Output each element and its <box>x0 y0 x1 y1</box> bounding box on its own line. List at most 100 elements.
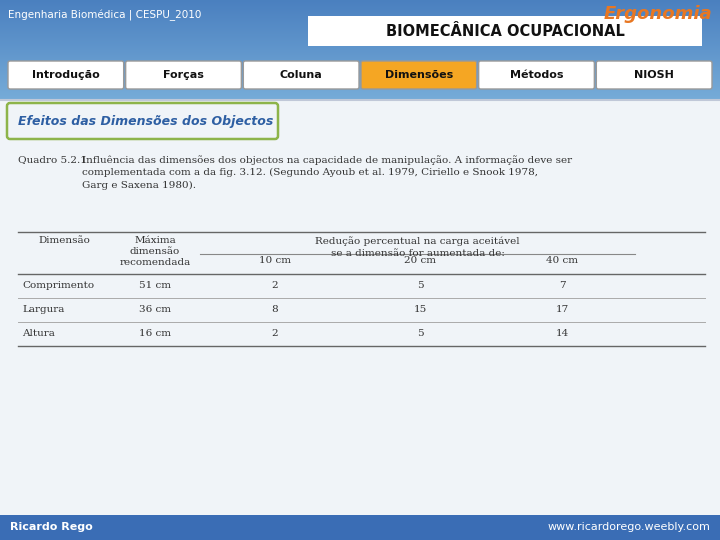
Bar <box>0 96 720 97</box>
Bar <box>0 91 720 92</box>
Bar <box>0 9 720 10</box>
Bar <box>0 17 720 18</box>
Text: Ergonomia: Ergonomia <box>603 5 712 23</box>
Text: Dimensão: Dimensão <box>38 236 90 245</box>
Bar <box>0 94 720 95</box>
Bar <box>0 32 720 33</box>
Bar <box>0 46 720 47</box>
Bar <box>0 52 720 53</box>
Bar <box>0 515 720 540</box>
Bar <box>0 12 720 13</box>
Bar <box>0 85 720 86</box>
Bar <box>0 28 720 29</box>
Text: www.ricardorego.weebly.com: www.ricardorego.weebly.com <box>547 522 710 532</box>
Bar <box>0 42 720 43</box>
Text: Quadro 5.2.1: Quadro 5.2.1 <box>18 155 87 164</box>
Text: 10 cm: 10 cm <box>259 256 291 265</box>
Text: Forças: Forças <box>163 70 204 80</box>
Bar <box>0 11 720 12</box>
Text: 2: 2 <box>271 329 279 339</box>
Bar <box>0 41 720 42</box>
Bar <box>0 60 720 61</box>
FancyBboxPatch shape <box>479 61 594 89</box>
Bar <box>0 7 720 8</box>
Bar <box>0 43 720 44</box>
Text: Efeitos das Dimensões dos Objectos: Efeitos das Dimensões dos Objectos <box>18 114 274 127</box>
Text: 36 cm: 36 cm <box>139 306 171 314</box>
Text: 17: 17 <box>556 306 569 314</box>
Text: Ricardo Rego: Ricardo Rego <box>10 522 93 532</box>
Bar <box>0 30 720 31</box>
Bar <box>0 31 720 32</box>
FancyBboxPatch shape <box>7 103 278 139</box>
Bar <box>0 67 720 68</box>
Bar <box>0 95 720 96</box>
Bar <box>0 82 720 83</box>
Text: 14: 14 <box>556 329 569 339</box>
Bar <box>0 56 720 57</box>
Text: 40 cm: 40 cm <box>546 256 578 265</box>
Bar <box>0 62 720 63</box>
Bar <box>0 34 720 35</box>
FancyBboxPatch shape <box>126 61 241 89</box>
Bar <box>0 76 720 77</box>
Bar <box>0 84 720 85</box>
Bar <box>0 39 720 40</box>
Bar <box>0 23 720 24</box>
Bar <box>0 63 720 64</box>
Bar <box>0 26 720 27</box>
Bar <box>0 14 720 15</box>
Text: Introdução: Introdução <box>32 70 99 80</box>
Bar <box>0 59 720 60</box>
Text: Engenharia Biomédica | CESPU_2010: Engenharia Biomédica | CESPU_2010 <box>8 10 202 22</box>
Bar <box>0 55 720 56</box>
Bar <box>0 38 720 39</box>
Text: Largura: Largura <box>22 306 64 314</box>
Bar <box>0 100 720 515</box>
Bar <box>0 97 720 98</box>
Bar <box>0 13 720 14</box>
FancyBboxPatch shape <box>8 61 124 89</box>
Bar <box>0 101 720 102</box>
Bar <box>0 66 720 67</box>
Bar <box>0 64 720 65</box>
Bar <box>0 71 720 72</box>
Bar <box>0 72 720 73</box>
Bar <box>0 40 720 41</box>
Text: 5: 5 <box>417 281 423 291</box>
Bar <box>0 58 720 59</box>
Text: Comprimento: Comprimento <box>22 281 94 291</box>
FancyBboxPatch shape <box>361 61 477 89</box>
Text: 2: 2 <box>271 281 279 291</box>
Bar <box>0 77 720 78</box>
Bar <box>0 79 720 80</box>
Bar <box>0 80 720 81</box>
Bar <box>0 10 720 11</box>
Text: 51 cm: 51 cm <box>139 281 171 291</box>
Bar <box>0 47 720 48</box>
Bar <box>0 57 720 58</box>
Bar <box>0 45 720 46</box>
Bar <box>0 25 720 26</box>
Bar <box>0 6 720 7</box>
Bar <box>0 50 720 51</box>
Bar <box>0 92 720 93</box>
Text: Redução percentual na carga aceitável
se a dimensão for aumentada de:: Redução percentual na carga aceitável se… <box>315 236 520 258</box>
Bar <box>0 103 720 104</box>
Bar <box>0 2 720 3</box>
Bar <box>0 102 720 103</box>
Text: BIOMECÂNICA OCUPACIONAL: BIOMECÂNICA OCUPACIONAL <box>386 24 624 39</box>
Bar <box>0 87 720 88</box>
Bar <box>0 44 720 45</box>
Bar <box>0 3 720 4</box>
FancyBboxPatch shape <box>308 16 702 46</box>
Bar <box>0 70 720 71</box>
Bar <box>0 73 720 74</box>
Text: 8: 8 <box>271 306 279 314</box>
Bar <box>0 0 720 1</box>
Bar <box>0 89 720 90</box>
Bar <box>0 5 720 6</box>
Text: 16 cm: 16 cm <box>139 329 171 339</box>
Text: 5: 5 <box>417 329 423 339</box>
Bar <box>0 27 720 28</box>
